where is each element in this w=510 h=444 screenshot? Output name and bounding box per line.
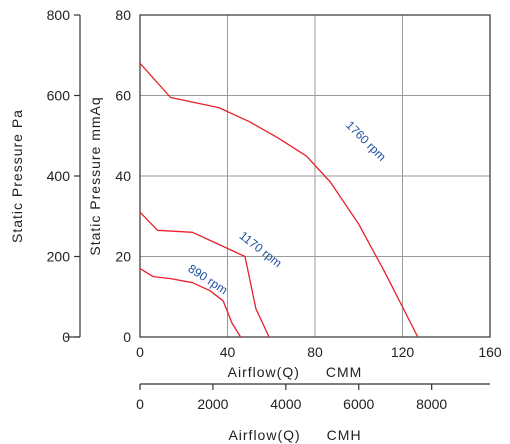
y-primary-tick-label-80: 80 bbox=[115, 7, 131, 23]
x-primary-axis-label: Airflow(Q) CMM bbox=[228, 364, 363, 380]
x-secondary-tick-label-2000: 2000 bbox=[197, 396, 228, 412]
x-secondary-axis-unit: CMH bbox=[327, 427, 362, 443]
x-primary-tick-label-40: 40 bbox=[220, 344, 236, 360]
y-secondary-tick-label-800: 800 bbox=[47, 7, 71, 23]
x-primary-tick-label-0: 0 bbox=[136, 344, 144, 360]
x-primary-tick-label-80: 80 bbox=[307, 344, 323, 360]
y-secondary-tick-label-400: 400 bbox=[47, 168, 71, 184]
y-primary-tick-label-60: 60 bbox=[115, 88, 131, 104]
curve-1170-rpm bbox=[139, 211, 270, 338]
x-secondary-tick-label-0: 0 bbox=[136, 396, 144, 412]
y-secondary-tick-label-0: 0 bbox=[62, 329, 70, 345]
y-secondary-tick-label-600: 600 bbox=[47, 88, 71, 104]
x-secondary-axis-name: Airflow(Q) bbox=[228, 427, 300, 443]
y-primary-tick-label-0: 0 bbox=[123, 329, 131, 345]
x-primary-tick-label-160: 160 bbox=[478, 344, 502, 360]
x-primary-axis-name: Airflow(Q) bbox=[228, 364, 300, 380]
y-secondary-axis-label: Static Pressure Pa bbox=[9, 109, 25, 243]
curve-1760-rpm bbox=[139, 62, 419, 338]
plot-frame bbox=[139, 14, 491, 338]
x-secondary-axis-label: Airflow(Q) CMH bbox=[228, 427, 361, 443]
x-secondary-tick-label-8000: 8000 bbox=[416, 396, 447, 412]
x-primary-axis-unit: CMM bbox=[326, 364, 362, 380]
grid-lines bbox=[140, 15, 490, 337]
curves bbox=[139, 62, 419, 338]
curve-890-rpm bbox=[139, 268, 242, 338]
y-primary-tick-label-20: 20 bbox=[115, 249, 131, 265]
y-secondary-tick-label-200: 200 bbox=[47, 249, 71, 265]
y-primary-tick-label-40: 40 bbox=[115, 168, 131, 184]
x-secondary-tick-label-6000: 6000 bbox=[343, 396, 374, 412]
x-secondary-tick-label-4000: 4000 bbox=[270, 396, 301, 412]
y-primary-axis-label: Static Pressure mmAq bbox=[87, 96, 103, 255]
axes bbox=[65, 14, 491, 390]
x-primary-tick-label-120: 120 bbox=[391, 344, 415, 360]
